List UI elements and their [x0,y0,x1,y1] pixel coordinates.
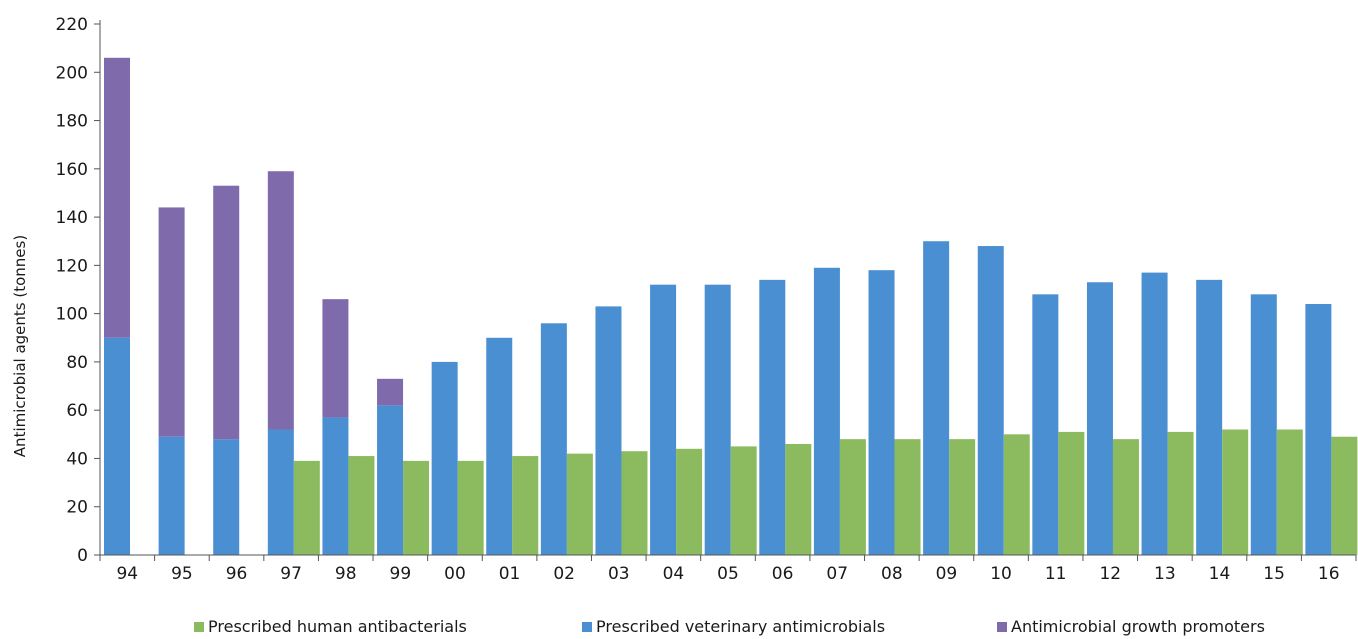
bar-human-08 [894,439,921,555]
bar-veterinary-05 [704,284,731,555]
bar-growth-promoters-94 [104,57,130,338]
legend-label-veterinary: Prescribed veterinary antimicrobials [596,617,886,636]
bar-veterinary-07 [813,267,840,555]
y-tick-label: 160 [56,160,88,180]
y-tick-label: 40 [66,449,88,469]
x-tick-label: 11 [1045,564,1067,584]
bar-veterinary-12 [1086,282,1113,555]
x-axis: 94 95 96 97 98 99 00 01 02 03 04 05 06 07 08 09 10 11 12 13… [99,555,1357,584]
legend: Prescribed human antibacterials Prescrib… [0,614,1358,639]
legend-item-veterinary: Prescribed veterinary antimicrobials [582,614,885,639]
bar-veterinary-00 [431,361,458,555]
bar-human-14 [1222,429,1249,555]
bar-veterinary-08 [868,270,895,555]
bar-veterinary-98 [322,417,349,555]
bar-veterinary-04 [650,284,677,555]
x-tick-label: 04 [663,564,685,584]
x-tick-label: 09 [936,564,958,584]
bar-veterinary-10 [977,246,1004,555]
bar-human-05 [730,446,757,555]
x-tick-label: 12 [1099,564,1121,584]
y-tick-label: 200 [56,63,88,83]
bar-chart: Antimicrobial agents (tonnes) 0204060801… [11,15,1358,584]
y-tick-label: 140 [56,208,88,228]
bar-veterinary-15 [1250,294,1277,555]
x-tick-label: 05 [717,564,739,584]
bar-growth-promoters-96 [213,185,240,440]
x-tick-label: 97 [280,564,302,584]
bar-human-99 [403,460,430,555]
bar-human-01 [512,456,539,555]
x-tick-label: 16 [1318,564,1340,584]
x-tick-label: 96 [226,564,248,584]
legend-swatch-growth-promoters [997,621,1007,632]
x-tick-label: 02 [553,564,575,584]
bar-human-13 [1167,431,1194,555]
bars-layer [104,57,1358,555]
y-tick-label: 120 [56,256,88,276]
bar-veterinary-03 [595,306,622,555]
bar-human-11 [1058,431,1085,555]
bar-veterinary-06 [759,279,786,555]
legend-label-growth-promoters: Antimicrobial growth promoters [1011,617,1265,636]
legend-item-growth-promoters: Antimicrobial growth promoters [997,614,1265,639]
bar-human-00 [457,460,484,555]
x-tick-label: 98 [335,564,357,584]
bar-veterinary-14 [1196,279,1223,555]
bar-human-10 [1003,434,1030,555]
legend-swatch-veterinary [582,621,592,632]
bar-veterinary-94 [104,337,130,555]
bar-human-15 [1276,429,1303,555]
x-tick-label: 10 [990,564,1012,584]
x-tick-label: 95 [171,564,193,584]
x-tick-label: 99 [390,564,412,584]
bar-veterinary-01 [486,337,513,555]
bar-veterinary-97 [267,429,294,555]
bar-veterinary-13 [1141,272,1168,555]
bar-growth-promoters-97 [267,171,294,430]
bar-human-02 [566,453,593,555]
bar-veterinary-16 [1305,303,1332,555]
x-tick-label: 15 [1263,564,1285,584]
bar-human-03 [621,451,648,555]
y-tick-label: 220 [56,15,88,35]
x-tick-label: 01 [499,564,521,584]
legend-label-human: Prescribed human antibacterials [208,617,467,636]
y-tick-label: 80 [66,353,88,373]
x-tick-label: 03 [608,564,630,584]
bar-veterinary-02 [540,323,567,555]
bar-veterinary-09 [923,241,950,555]
legend-swatch-human [194,621,204,632]
bar-human-04 [676,448,703,555]
bar-veterinary-96 [213,439,240,555]
x-tick-label: 14 [1209,564,1231,584]
y-tick-label: 20 [66,498,88,518]
bar-human-12 [1112,439,1139,555]
y-axis: 0 20 40 60 80 100 120 140 160 180 200 220 [56,15,100,566]
bar-human-98 [348,456,375,555]
y-tick-label: 100 [56,305,88,325]
bar-human-06 [785,443,812,555]
y-tick-label: 0 [77,546,88,566]
bar-human-07 [839,439,866,555]
x-tick-label: 07 [826,564,848,584]
x-tick-label: 00 [444,564,466,584]
bar-growth-promoters-99 [377,378,404,406]
x-tick-label: 08 [881,564,903,584]
x-tick-label: 94 [116,564,138,584]
bar-human-09 [949,439,976,555]
bar-veterinary-11 [1032,294,1059,555]
bar-veterinary-99 [377,405,404,555]
bar-veterinary-95 [158,436,185,555]
legend-item-human: Prescribed human antibacterials [194,614,467,639]
y-tick-label: 180 [56,112,88,132]
x-tick-label: 06 [772,564,794,584]
bar-growth-promoters-95 [158,207,185,437]
bar-human-16 [1331,436,1358,555]
x-tick-label: 13 [1154,564,1176,584]
bar-human-97 [293,460,320,555]
y-tick-label: 60 [66,401,88,421]
y-axis-title: Antimicrobial agents (tonnes) [11,235,29,457]
bar-growth-promoters-98 [322,299,349,418]
